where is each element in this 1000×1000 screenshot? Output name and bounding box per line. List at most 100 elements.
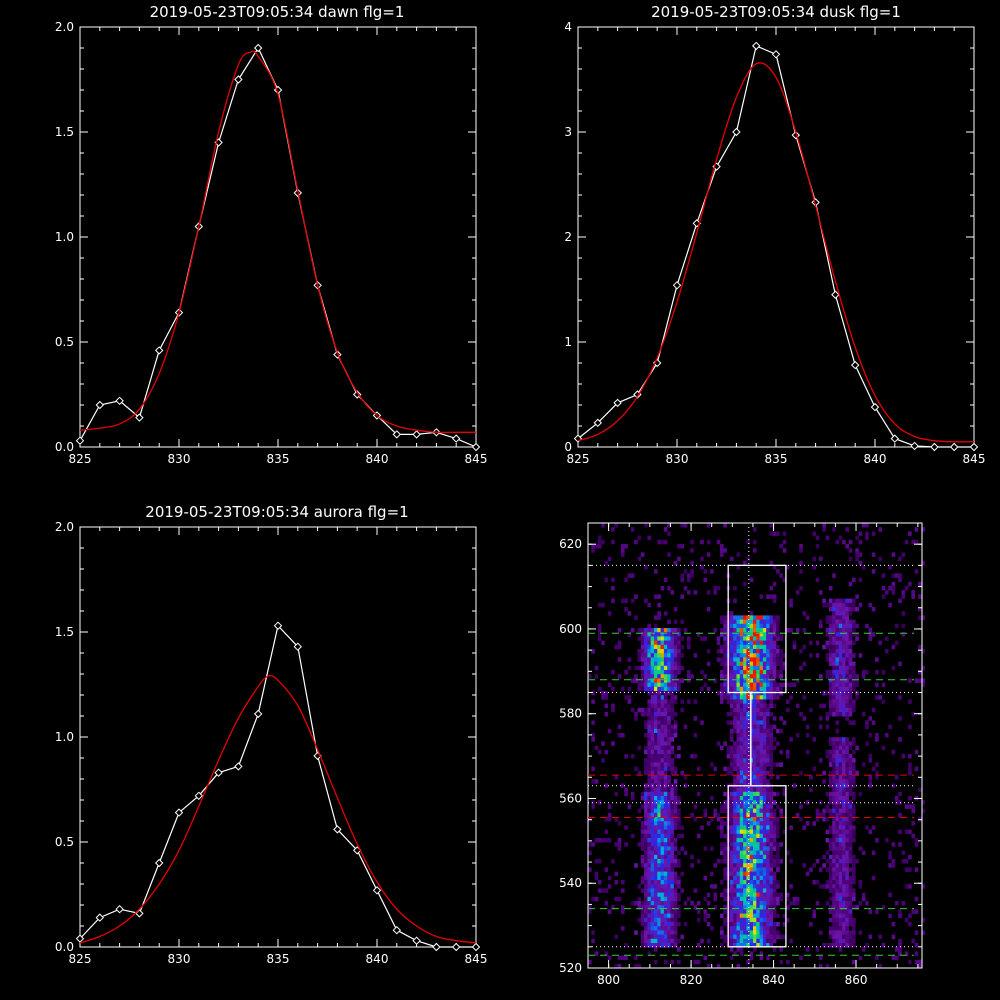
heatmap-cell — [597, 628, 602, 633]
heatmap-cell — [812, 913, 816, 919]
heatmap-cell — [647, 812, 651, 818]
heatmap-cell — [848, 775, 853, 780]
heatmap-cell — [657, 833, 661, 839]
heatmap-cell — [825, 628, 830, 633]
heatmap-cell — [746, 674, 750, 679]
heatmap-cell — [710, 762, 714, 767]
heatmap-cell — [647, 762, 651, 767]
heatmap-cell — [822, 602, 826, 608]
heatmap-cell — [772, 678, 777, 683]
heatmap-cell — [607, 611, 612, 616]
heatmap-cell — [604, 888, 609, 893]
heatmap-cell — [875, 770, 879, 776]
heatmap-cell — [838, 888, 843, 893]
heatmap-cell — [687, 590, 691, 595]
heatmap-cell — [779, 665, 783, 671]
y-tick-label: 1.5 — [55, 125, 74, 139]
heatmap-cell — [663, 913, 668, 919]
heatmap-cell — [832, 636, 836, 641]
heatmap-cell — [838, 686, 843, 692]
heatmap-cell — [842, 859, 846, 864]
heatmap-cell — [753, 670, 757, 675]
data-point — [135, 413, 144, 422]
heatmap-cell — [743, 724, 747, 730]
heatmap-cell — [729, 665, 734, 671]
heatmap-cell — [654, 741, 658, 746]
heatmap-cell — [667, 720, 671, 725]
heatmap-cell — [901, 632, 906, 637]
heatmap-cell — [657, 720, 661, 725]
heatmap-cell — [832, 808, 836, 814]
heatmap-cell — [611, 686, 615, 692]
heatmap-cell — [766, 909, 770, 914]
heatmap-cell — [677, 905, 681, 910]
heatmap-cell — [835, 922, 840, 927]
heatmap-cell — [729, 875, 734, 881]
heatmap-cell — [819, 590, 823, 595]
heatmap-cell — [687, 640, 691, 646]
heatmap-cell — [654, 623, 658, 629]
heatmap-cell — [759, 712, 764, 717]
heatmap-cell — [753, 770, 757, 776]
heatmap-cell — [868, 716, 873, 721]
heatmap-cell — [822, 808, 826, 814]
heatmap-cell — [634, 930, 638, 935]
heatmap-cell — [746, 926, 750, 931]
heatmap-cell — [667, 863, 671, 868]
heatmap-cell — [591, 842, 595, 847]
heatmap-cell — [690, 754, 694, 759]
heatmap-cell — [663, 632, 668, 637]
heatmap-cell — [865, 825, 869, 830]
heatmap-cell — [657, 888, 661, 893]
heatmap-cell — [660, 796, 665, 801]
heatmap-cell — [852, 737, 856, 742]
heatmap-cell — [769, 808, 774, 814]
heatmap-cell — [802, 628, 807, 633]
heatmap-cell — [729, 699, 734, 704]
heatmap-cell — [736, 846, 741, 851]
heatmap-cell — [597, 880, 602, 885]
heatmap-cell — [673, 842, 678, 847]
heatmap-cell — [776, 825, 780, 830]
heatmap-cell — [743, 880, 747, 885]
heatmap-cell — [918, 581, 922, 587]
heatmap-cell — [759, 930, 764, 935]
heatmap-cell — [591, 896, 595, 902]
heatmap-cell — [911, 590, 915, 595]
heatmap-cell — [733, 670, 737, 675]
heatmap-cell — [756, 636, 760, 641]
heatmap-cell — [779, 716, 783, 721]
heatmap-cell — [673, 880, 678, 885]
heatmap-cell — [799, 569, 803, 574]
heatmap-cell — [858, 653, 863, 658]
heatmap-cell — [667, 724, 671, 730]
heatmap-cell — [673, 859, 678, 864]
heatmap-cell — [723, 892, 727, 898]
heatmap-cell — [739, 766, 744, 772]
heatmap-cell — [607, 909, 612, 914]
heatmap-cell — [749, 808, 754, 814]
heatmap-cell — [677, 875, 681, 881]
heatmap-cell — [772, 901, 777, 906]
heatmap-cell — [825, 884, 830, 889]
heatmap-cell — [594, 544, 599, 549]
data-point — [154, 346, 164, 355]
heatmap-cell — [832, 611, 836, 616]
heatmap-cell — [654, 812, 658, 818]
heatmap-cell — [828, 770, 833, 776]
heatmap-cell — [861, 896, 866, 902]
heatmap-cell — [762, 817, 767, 822]
heatmap-cell — [766, 737, 770, 742]
heatmap-cell — [756, 917, 760, 923]
heatmap-cell — [799, 649, 803, 654]
heatmap-cell — [621, 552, 625, 557]
heatmap-cell — [759, 955, 764, 961]
heatmap-cell — [832, 888, 836, 893]
heatmap-cell — [762, 930, 767, 935]
heatmap-cell — [776, 833, 780, 839]
heatmap-cell — [627, 699, 632, 704]
heatmap-cell — [881, 670, 886, 675]
heatmap-cell — [772, 628, 777, 633]
heatmap-cell — [828, 779, 833, 784]
heatmap-cell — [799, 586, 803, 591]
